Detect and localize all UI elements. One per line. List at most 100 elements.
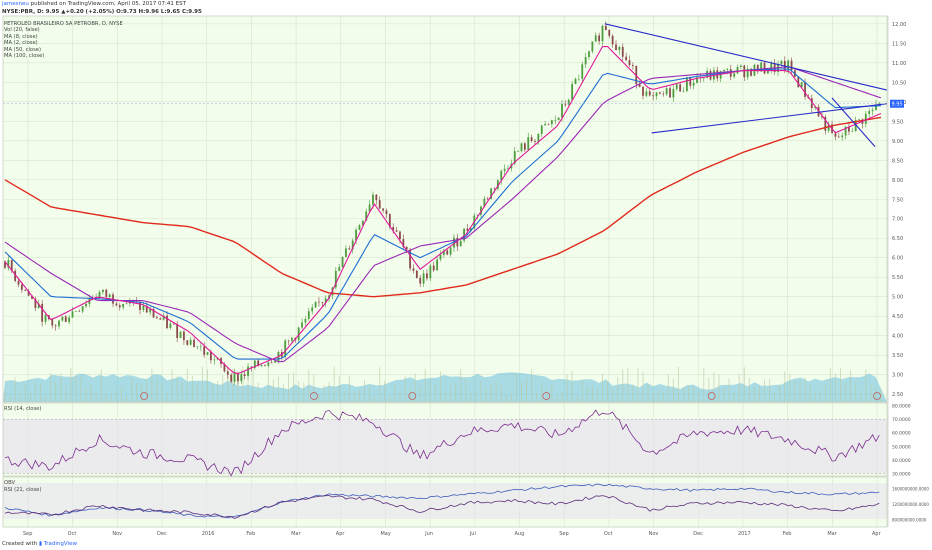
candle-body — [601, 25, 604, 42]
time-tick-label: Dec — [157, 531, 167, 537]
price-tick-label: 5.00 — [892, 295, 903, 301]
candle-body — [550, 120, 553, 125]
candle-body — [125, 303, 128, 305]
candle-body — [122, 304, 125, 308]
candle-body — [149, 309, 152, 313]
candle-body — [864, 113, 867, 124]
candle-body — [804, 82, 806, 97]
candle-body — [378, 200, 381, 209]
candle-body — [692, 82, 695, 86]
candle-body — [206, 352, 209, 355]
candle-body — [64, 316, 67, 322]
candle-body — [483, 198, 486, 207]
candle-body — [392, 227, 395, 231]
candle-body — [71, 311, 74, 318]
candle-body — [399, 231, 401, 240]
price-tick-label: 2.50 — [892, 392, 903, 398]
candle-body — [750, 68, 752, 76]
rsi21-line — [4, 495, 880, 519]
candle-body — [341, 257, 344, 268]
candle-body — [226, 371, 229, 375]
candle-body — [156, 317, 158, 319]
candle-body — [760, 62, 763, 72]
candle-body — [426, 273, 428, 279]
candle-body — [453, 237, 455, 248]
candle-body — [611, 35, 614, 45]
candle-body — [621, 46, 624, 57]
candle-body — [172, 323, 175, 325]
time-tick-label: 2017 — [738, 531, 751, 537]
candle-body — [37, 303, 40, 308]
candle-body — [74, 311, 77, 312]
candle-body — [588, 51, 590, 58]
candle-body — [115, 303, 118, 306]
time-tick-label: May — [380, 531, 390, 537]
time-tick-label: Apr — [872, 531, 882, 537]
time-tick-label: 2016 — [202, 531, 215, 537]
price-tick-label: 9.50 — [892, 119, 903, 125]
time-tick-label: Jun — [424, 531, 433, 537]
earnings-marker-icon — [707, 392, 716, 400]
footer: Created with ▮ TradingView — [2, 541, 77, 547]
candle-body — [318, 301, 320, 303]
candle-body — [844, 126, 847, 136]
candle-body — [564, 104, 567, 105]
time-tick-label: Sep — [23, 531, 32, 537]
candle-body — [584, 57, 587, 65]
candle-body — [253, 360, 256, 368]
candle-body — [27, 290, 30, 296]
candle-body — [871, 109, 874, 112]
candle-body — [402, 239, 405, 247]
rsi-tick-label: 80.0000 — [892, 404, 911, 410]
candle-body — [385, 210, 388, 215]
candle-body — [223, 363, 226, 372]
candle-body — [10, 259, 13, 271]
candle-body — [827, 124, 830, 131]
candle-body — [507, 168, 509, 169]
author-link[interactable]: jamesneu — [2, 1, 29, 7]
publish-line: jamesneu published on TradingView.com, A… — [2, 1, 186, 7]
candle-body — [334, 270, 337, 288]
candle-body — [810, 98, 813, 109]
legend-item: MA (8, close) — [4, 33, 38, 40]
candle-body — [54, 325, 57, 327]
candle-body — [108, 294, 111, 297]
candle-body — [726, 69, 729, 70]
candle-body — [503, 168, 506, 171]
rsi-tick-label: 40.0000 — [892, 458, 911, 464]
candle-body — [561, 104, 563, 118]
rsi-tick-label: 60.0000 — [892, 431, 911, 437]
candle-body — [875, 104, 877, 110]
candle-body — [270, 362, 273, 363]
candle-body — [675, 84, 678, 90]
candle-body — [169, 323, 172, 329]
candle-body — [311, 307, 314, 312]
legend: PETROLEO BRASILEIRO SA PETROBR, D, NYSE … — [4, 21, 123, 59]
time-tick-label: Feb — [246, 531, 255, 537]
candle-body — [7, 259, 10, 268]
candle-body — [770, 63, 773, 71]
candle-body — [598, 35, 601, 42]
tradingview-logo-icon[interactable]: ▮ — [38, 541, 42, 547]
candle-body — [834, 133, 837, 137]
candle-body — [790, 60, 793, 71]
candle-body — [345, 248, 347, 258]
candle-body — [746, 68, 749, 78]
candle-body — [324, 298, 327, 303]
candle-body — [854, 120, 857, 132]
candle-body — [513, 151, 516, 164]
candle-body — [388, 214, 391, 228]
rsi-pane-title: RSI (14, close) — [4, 406, 42, 412]
candle-body — [210, 352, 212, 361]
price-tick-label: 4.00 — [892, 334, 903, 340]
legend-item: MA (2, close) — [4, 40, 38, 47]
candle-body — [142, 305, 145, 311]
price-tick-label: 8.00 — [892, 178, 903, 184]
footer-brand[interactable]: TradingView — [43, 541, 77, 547]
time-tick-label: Mar — [291, 531, 301, 537]
candle-body — [291, 337, 293, 341]
candle-body — [314, 301, 317, 308]
candle-body — [179, 331, 182, 338]
price-tick-label: 11.50 — [892, 41, 906, 47]
